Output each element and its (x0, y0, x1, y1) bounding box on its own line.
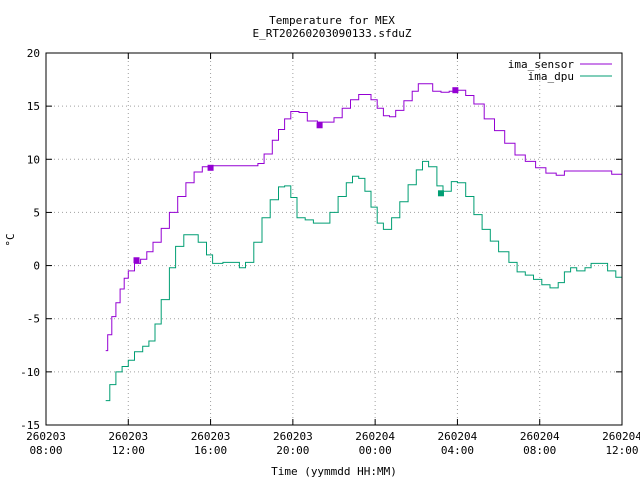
x-tick-label-time: 00:00 (359, 444, 392, 457)
x-tick-label-date: 260203 (26, 430, 66, 443)
y-tick-label: 5 (33, 206, 40, 219)
y-axis-label: °C (4, 233, 17, 246)
legend-label-ima-dpu: ima_dpu (528, 70, 574, 83)
series-line-ima-dpu (105, 160, 623, 402)
data-point-marker-ima-dpu (437, 190, 444, 197)
data-point-marker-ima-sensor (207, 164, 214, 171)
x-tick-label-date: 260203 (191, 430, 231, 443)
x-tick-label-date: 260204 (355, 430, 395, 443)
grid-lines (46, 53, 622, 425)
x-tick-label-date: 260203 (273, 430, 313, 443)
legend-label-ima-sensor: ima_sensor (508, 58, 575, 71)
y-tick-label: -10 (20, 366, 40, 379)
series-line-ima-sensor (105, 83, 623, 352)
plot-frame (45, 52, 623, 426)
y-tick-label: 10 (27, 153, 40, 166)
x-tick-label-date: 260203 (108, 430, 148, 443)
x-tick-label-time: 20:00 (276, 444, 309, 457)
series-group (105, 83, 623, 402)
x-tick-label-time: 08:00 (29, 444, 62, 457)
y-tick-label: 20 (27, 47, 40, 60)
x-tick-label-time: 04:00 (441, 444, 474, 457)
chart-subtitle: E_RT20260203090133.sfduZ (253, 27, 412, 40)
x-tick-label-time: 12:00 (605, 444, 638, 457)
x-tick-label-date: 260204 (602, 430, 640, 443)
data-point-marker-ima-sensor (316, 122, 323, 129)
y-tick-label: 15 (27, 100, 40, 113)
x-axis-label: Time (yymmdd HH:MM) (271, 465, 397, 478)
data-point-marker-ima-sensor (452, 87, 459, 94)
legend: ima_sensor ima_dpu (508, 58, 612, 83)
y-tick-label: 0 (33, 260, 40, 273)
axis-ticks: -15-10-50510152026020308:0026020312:0026… (20, 47, 640, 457)
x-tick-label-time: 12:00 (112, 444, 145, 457)
y-tick-label: -15 (20, 419, 40, 432)
x-tick-label-date: 260204 (438, 430, 478, 443)
data-point-marker-ima-sensor (133, 257, 140, 264)
chart-title: Temperature for MEX (269, 14, 395, 27)
y-tick-label: -5 (27, 313, 40, 326)
x-tick-label-time: 08:00 (523, 444, 556, 457)
x-tick-label-time: 16:00 (194, 444, 227, 457)
x-tick-label-date: 260204 (520, 430, 560, 443)
